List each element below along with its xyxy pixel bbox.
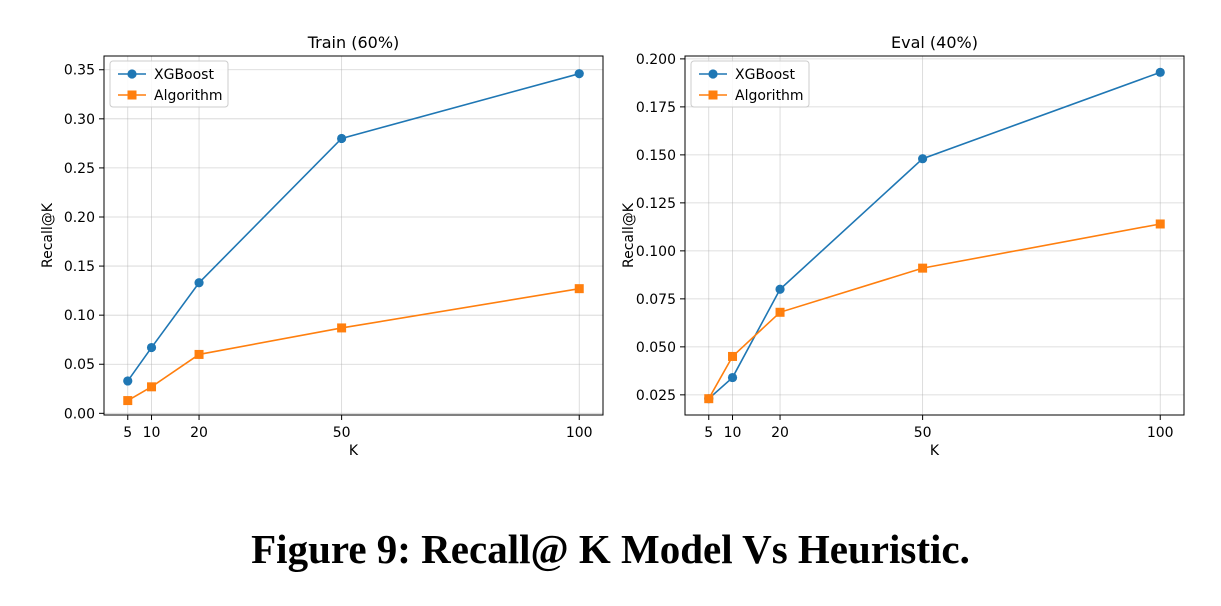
x-tick-label: 10 (724, 425, 742, 441)
data-point-xgboost (123, 376, 133, 386)
figure-caption: Figure 9: Recall@ K Model Vs Heuristic. (251, 526, 970, 572)
legend-marker (708, 90, 718, 100)
series-line-xgboost (708, 71, 1161, 400)
legend: XGBoost Algorithm (109, 60, 229, 108)
series-line-algorithm (127, 287, 580, 402)
x-tick-label: 20 (190, 425, 208, 441)
x-tick-label: 5 (123, 425, 132, 441)
data-point-algorithm (123, 396, 133, 406)
plot-frame (684, 55, 1185, 416)
x-tick-label: 20 (771, 425, 789, 441)
data-point-algorithm (918, 263, 928, 273)
data-point-algorithm (775, 307, 785, 317)
data-point-algorithm (1155, 219, 1165, 229)
y-tick-label: 0.025 (636, 388, 676, 404)
data-point-algorithm (728, 351, 738, 361)
y-tick-label: 0.25 (64, 161, 95, 177)
data-point-algorithm (194, 349, 204, 359)
data-point-xgboost (337, 133, 347, 144)
legend-marker (127, 69, 137, 79)
x-tick-label: 100 (1147, 425, 1174, 441)
data-point-xgboost (194, 278, 204, 288)
x-tick-label: 10 (143, 425, 161, 441)
chart-title: Eval (40%) (891, 33, 978, 52)
data-point-xgboost (1155, 67, 1165, 77)
y-tick-label: 0.15 (64, 259, 95, 275)
x-tick-label: 50 (333, 425, 351, 441)
chart-train: 5 10 20 50 100 0.00 0.05 0.10 0.15 0.20 0.25 0.30 0.… (40, 33, 604, 459)
y-tick-label: 0.35 (64, 63, 95, 79)
y-axis-label: Recall@K (40, 202, 56, 268)
data-point-algorithm (574, 284, 584, 294)
legend-marker (127, 90, 137, 100)
legend-entry: Algorithm (154, 88, 223, 104)
legend-entry: XGBoost (154, 67, 214, 83)
x-axis-label: K (930, 443, 940, 459)
legend-entry: Algorithm (735, 88, 804, 104)
data-point-algorithm (147, 382, 157, 392)
y-tick-label: 0.075 (636, 292, 676, 308)
data-point-xgboost (775, 284, 785, 294)
y-tick-label: 0.150 (636, 148, 676, 164)
legend-entry: XGBoost (735, 67, 795, 83)
data-point-xgboost (918, 154, 928, 164)
y-tick-label: 0.125 (636, 196, 676, 212)
legend-marker (708, 69, 718, 79)
chart-eval: 5 10 20 50 100 0.025 0.050 0.075 0.100 0.125 0.150… (621, 33, 1185, 459)
y-tick-label: 0.05 (64, 357, 95, 373)
y-tick-label: 0.00 (64, 406, 95, 422)
chart-title: Train (60%) (307, 33, 400, 52)
data-point-algorithm (704, 394, 714, 404)
data-point-algorithm (337, 323, 347, 333)
data-point-xgboost (146, 342, 157, 353)
x-tick-label: 50 (914, 425, 932, 441)
y-tick-label: 0.10 (64, 308, 95, 324)
y-tick-label: 0.100 (636, 244, 676, 260)
x-tick-label: 100 (566, 425, 593, 441)
data-point-xgboost (727, 372, 738, 383)
data-point-xgboost (574, 69, 584, 79)
x-tick-label: 5 (704, 425, 713, 441)
series-line-xgboost (127, 72, 580, 382)
y-tick-label: 0.20 (64, 210, 95, 226)
y-tick-label: 0.30 (64, 112, 95, 128)
legend: XGBoost Algorithm (690, 60, 810, 108)
y-axis-label: Recall@K (621, 202, 637, 268)
y-tick-label: 0.050 (636, 340, 676, 356)
y-tick-label: 0.175 (636, 100, 676, 116)
plot-frame (103, 55, 604, 416)
y-tick-label: 0.200 (636, 52, 676, 68)
x-axis-label: K (349, 443, 359, 459)
